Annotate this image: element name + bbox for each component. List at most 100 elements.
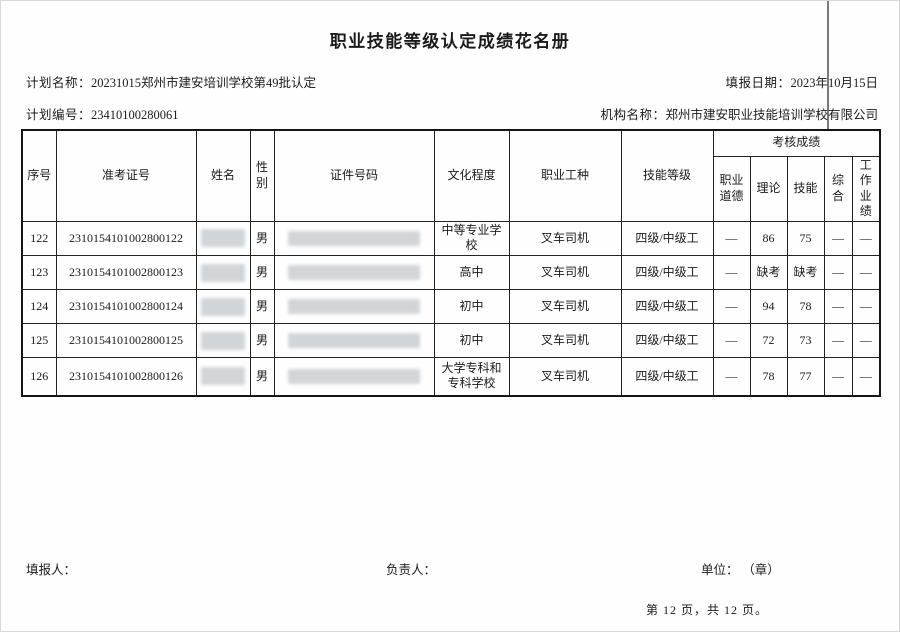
- header-exam-no: 准考证号: [55, 129, 197, 222]
- cell-comprehensive: —: [823, 255, 853, 291]
- org-name-value: 郑州市建安职业技能培训学校有限公司: [665, 108, 878, 122]
- cell-work: —: [851, 220, 881, 257]
- header-theory: 理论: [749, 155, 788, 222]
- cell-name: [195, 289, 251, 325]
- report-date-label: 填报日期：: [725, 76, 791, 90]
- cell-skill: 缺考: [786, 255, 825, 291]
- cell-education: 大学专科和专科学校: [433, 357, 510, 397]
- cell-comprehensive: —: [823, 289, 853, 325]
- redacted-id-blob: [288, 299, 420, 315]
- cell-gender: 男: [249, 323, 275, 359]
- cell-exam-no: 2310154101002800122: [55, 220, 197, 257]
- cell-level: 四级/中级工: [620, 289, 714, 325]
- org-name-field: 机构名称：郑州市建安职业技能培训学校有限公司: [600, 104, 878, 123]
- filler-label: 填报人：: [26, 563, 77, 577]
- header-name: 姓名: [195, 129, 251, 222]
- cell-ethics: —: [712, 357, 751, 397]
- cell-theory: 94: [749, 289, 788, 325]
- score-roster-table: 序号 准考证号 姓名 性别 证件号码 文化程度 职业工种 技能等级 考核成绩 职…: [21, 129, 881, 397]
- table-row: 124 2310154101002800124 男 初中 叉车司机 四级/中级工…: [21, 289, 881, 325]
- plan-no-label: 计划编号：: [26, 108, 92, 122]
- table-header: 序号 准考证号 姓名 性别 证件号码 文化程度 职业工种 技能等级 考核成绩 职…: [21, 129, 881, 222]
- cell-name: [195, 357, 251, 397]
- cell-id-no: [273, 220, 435, 257]
- redacted-id-blob: [288, 231, 420, 247]
- cell-skill: 77: [786, 357, 825, 397]
- header-id-no: 证件号码: [273, 129, 435, 222]
- table-body: 122 2310154101002800122 男 中等专业学校 叉车司机 四级…: [21, 220, 881, 397]
- cell-seq: 126: [21, 357, 57, 397]
- header-work: 工作业绩: [851, 155, 881, 222]
- cell-work: —: [851, 357, 881, 397]
- header-ethics: 职业道德: [712, 155, 751, 222]
- cell-occupation: 叉车司机: [508, 357, 622, 397]
- cell-name: [195, 255, 251, 291]
- cell-occupation: 叉车司机: [508, 289, 622, 325]
- cell-gender: 男: [249, 357, 275, 397]
- cell-seq: 125: [21, 323, 57, 359]
- unit-label: 单位：: [701, 563, 739, 577]
- org-name-label: 机构名称：: [600, 108, 666, 122]
- cell-education: 初中: [433, 323, 510, 359]
- plan-name-value: 20231015郑州市建安培训学校第49批认定: [91, 76, 317, 90]
- table-row: 122 2310154101002800122 男 中等专业学校 叉车司机 四级…: [21, 220, 881, 257]
- table-row: 123 2310154101002800123 男 高中 叉车司机 四级/中级工…: [21, 255, 881, 291]
- scan-edge-line: [827, 1, 829, 129]
- redacted-id-blob: [288, 333, 420, 349]
- cell-comprehensive: —: [823, 220, 853, 257]
- cell-occupation: 叉车司机: [508, 255, 622, 291]
- page-number-info: 第 12 页，共 12 页。: [646, 603, 769, 617]
- report-date-value: 2023年10月15日: [790, 76, 878, 90]
- plan-no-field: 计划编号：23410100280061: [26, 104, 179, 123]
- cell-work: —: [851, 289, 881, 325]
- seal-placeholder: （章）: [748, 563, 780, 577]
- cell-work: —: [851, 255, 881, 291]
- cell-id-no: [273, 255, 435, 291]
- plan-name-field: 计划名称：20231015郑州市建安培训学校第49批认定: [26, 72, 316, 91]
- plan-no-value: 23410100280061: [91, 108, 179, 122]
- redacted-name-blob: [201, 367, 245, 386]
- cell-id-no: [273, 323, 435, 359]
- table-row: 125 2310154101002800125 男 初中 叉车司机 四级/中级工…: [21, 323, 881, 359]
- unit-field: 单位： （章）: [701, 559, 780, 578]
- document-title: 职业技能等级认定成绩花名册: [329, 32, 571, 51]
- cell-ethics: —: [712, 220, 751, 257]
- cell-education: 高中: [433, 255, 510, 291]
- cell-ethics: —: [712, 255, 751, 291]
- cell-skill: 73: [786, 323, 825, 359]
- cell-level: 四级/中级工: [620, 255, 714, 291]
- cell-gender: 男: [249, 289, 275, 325]
- redacted-name-blob: [201, 229, 245, 248]
- cell-skill: 75: [786, 220, 825, 257]
- cell-id-no: [273, 357, 435, 397]
- cell-seq: 122: [21, 220, 57, 257]
- redacted-name-blob: [201, 297, 245, 316]
- header-education: 文化程度: [433, 129, 510, 222]
- header-seq: 序号: [21, 129, 57, 222]
- header-skill: 技能: [786, 155, 825, 222]
- redacted-name-blob: [201, 331, 245, 350]
- cell-education: 初中: [433, 289, 510, 325]
- header-gender: 性别: [249, 129, 275, 222]
- cell-theory: 78: [749, 357, 788, 397]
- redacted-id-blob: [288, 369, 420, 385]
- cell-education: 中等专业学校: [433, 220, 510, 257]
- cell-gender: 男: [249, 255, 275, 291]
- cell-ethics: —: [712, 289, 751, 325]
- header-level: 技能等级: [620, 129, 714, 222]
- report-date-field: 填报日期：2023年10月15日: [725, 72, 878, 91]
- cell-seq: 123: [21, 255, 57, 291]
- redacted-name-blob: [201, 263, 245, 282]
- cell-comprehensive: —: [823, 357, 853, 397]
- cell-exam-no: 2310154101002800124: [55, 289, 197, 325]
- table-row: 126 2310154101002800126 男 大学专科和专科学校 叉车司机…: [21, 357, 881, 397]
- cell-occupation: 叉车司机: [508, 323, 622, 359]
- cell-level: 四级/中级工: [620, 323, 714, 359]
- cell-ethics: —: [712, 323, 751, 359]
- plan-name-label: 计划名称：: [26, 76, 92, 90]
- cell-gender: 男: [249, 220, 275, 257]
- cell-theory: 72: [749, 323, 788, 359]
- header-comprehensive: 综合: [823, 155, 853, 222]
- cell-level: 四级/中级工: [620, 220, 714, 257]
